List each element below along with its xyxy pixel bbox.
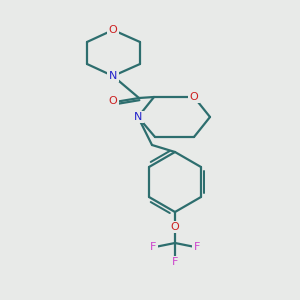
Text: O: O <box>109 96 117 106</box>
Text: F: F <box>194 242 200 252</box>
Text: F: F <box>172 257 178 267</box>
Text: N: N <box>109 71 117 81</box>
Text: O: O <box>171 222 179 232</box>
Text: O: O <box>109 25 117 35</box>
Text: O: O <box>190 92 198 102</box>
Text: F: F <box>150 242 156 252</box>
Text: N: N <box>134 112 142 122</box>
